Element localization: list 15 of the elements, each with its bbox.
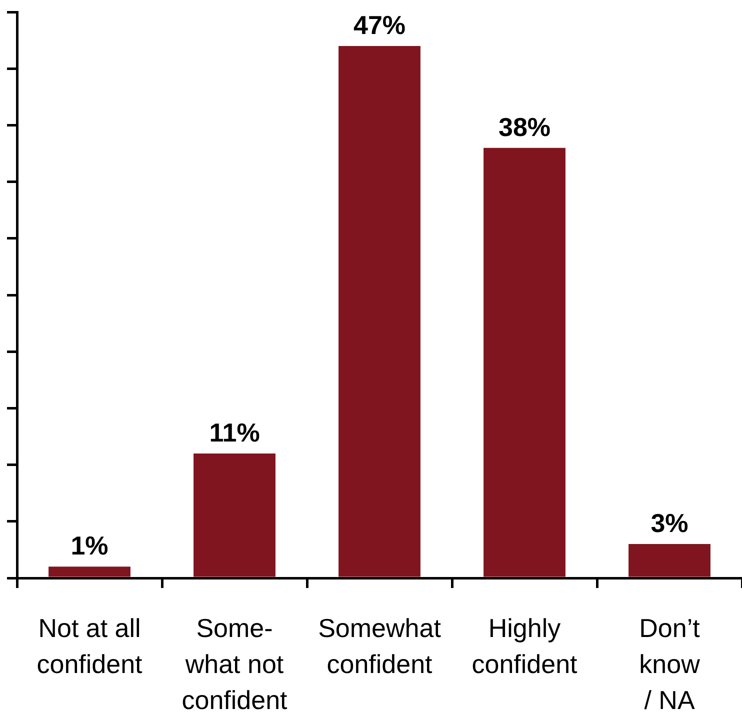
bar <box>628 544 710 577</box>
bar <box>48 566 130 577</box>
x-tick-label: Highly confident <box>472 613 578 679</box>
data-label: 3% <box>650 508 688 538</box>
data-label: 38% <box>498 112 551 142</box>
data-label: 1% <box>70 530 108 561</box>
x-tick-label: Some- what not confident <box>182 613 288 715</box>
data-label: 47% <box>353 10 406 40</box>
x-tick-label: Somewhat confident <box>318 613 442 679</box>
bar <box>338 46 420 577</box>
bar <box>194 453 276 577</box>
x-tick-label: Not at all confident <box>36 613 144 679</box>
data-label: 11% <box>209 417 260 448</box>
bar <box>484 148 566 577</box>
x-tick-label: Don’t know / NA <box>639 613 701 715</box>
